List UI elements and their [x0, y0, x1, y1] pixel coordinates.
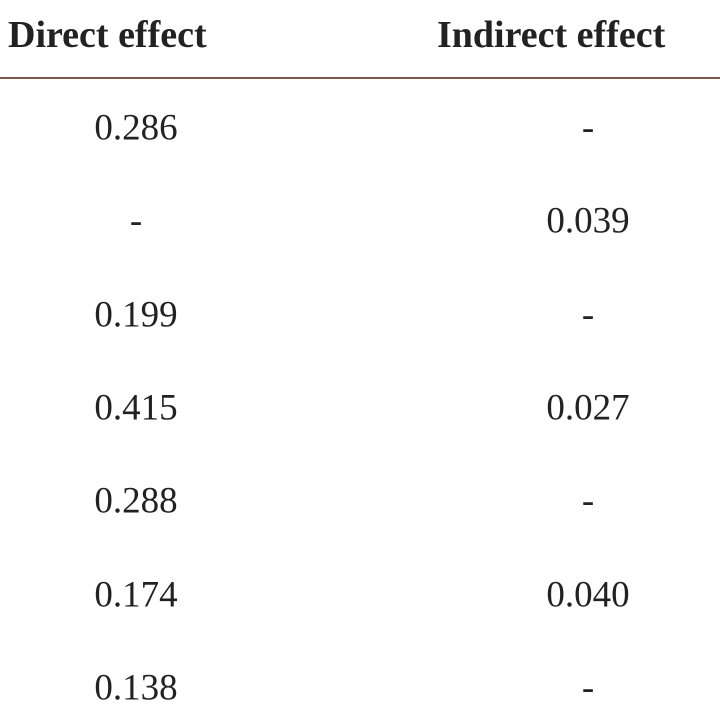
cell: 0.138 — [94, 667, 178, 709]
cell: - — [129, 200, 143, 242]
cell: 0.286 — [94, 107, 178, 149]
cell: 0.288 — [94, 480, 178, 522]
cell: 0.174 — [94, 574, 178, 615]
cell: 0.415 — [94, 387, 178, 429]
column-header: Direct effect — [8, 14, 207, 56]
cell: - — [581, 480, 595, 522]
cell: 0.027 — [546, 387, 630, 429]
cell: - — [581, 107, 595, 149]
cell: - — [581, 667, 595, 709]
cell: 0.199 — [94, 294, 178, 336]
cell: - — [581, 294, 595, 336]
column-header: Indirect effect — [437, 14, 666, 56]
cell: 0.040 — [546, 574, 630, 615]
cell: 0.039 — [546, 200, 630, 242]
header-rule — [0, 77, 720, 79]
